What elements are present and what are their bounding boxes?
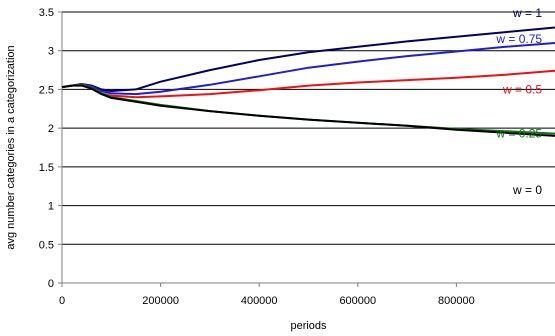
x-axis-ticks: 0 200000 400000 600000 800000 — [59, 283, 475, 307]
x-tick-label: 0 — [59, 295, 65, 307]
series-lines — [61, 26, 555, 137]
y-tick-label: 1 — [48, 201, 54, 213]
y-tick-label: 0.5 — [39, 239, 54, 251]
series-label: w = 0.75 — [495, 32, 542, 46]
y-axis-title: avg number categories in a categorizatio… — [5, 45, 17, 249]
y-tick-label: 2 — [48, 123, 54, 135]
series-label: w = 1 — [512, 6, 542, 20]
series-line-3 — [61, 83, 555, 135]
series-label: w = 0.5 — [502, 82, 542, 96]
y-tick-label: 2.5 — [39, 84, 54, 96]
y-axis-ticks: 0 0.5 1 1.5 2 2.5 3 3.5 — [39, 7, 62, 290]
gridlines — [62, 11, 555, 245]
series-label: w = 0 — [512, 183, 542, 197]
series-label: w = 0.25 — [495, 127, 542, 141]
x-axis-title: periods — [290, 320, 327, 332]
y-tick-label: 3.5 — [39, 7, 54, 19]
y-tick-label: 1.5 — [39, 162, 54, 174]
y-tick-label: 0 — [48, 278, 54, 290]
series-line-0 — [61, 26, 555, 92]
x-tick-label: 400000 — [241, 295, 278, 307]
series-line-1 — [61, 42, 555, 96]
series-line-4 — [61, 84, 555, 137]
series-labels: w = 1 w = 0.75 w = 0.5 w = 0.25 w = 0 — [495, 6, 542, 197]
x-tick-label: 800000 — [438, 295, 475, 307]
axes — [61, 12, 555, 284]
y-tick-label: 3 — [48, 46, 54, 58]
x-tick-label: 600000 — [339, 295, 376, 307]
x-tick-label: 200000 — [142, 295, 179, 307]
